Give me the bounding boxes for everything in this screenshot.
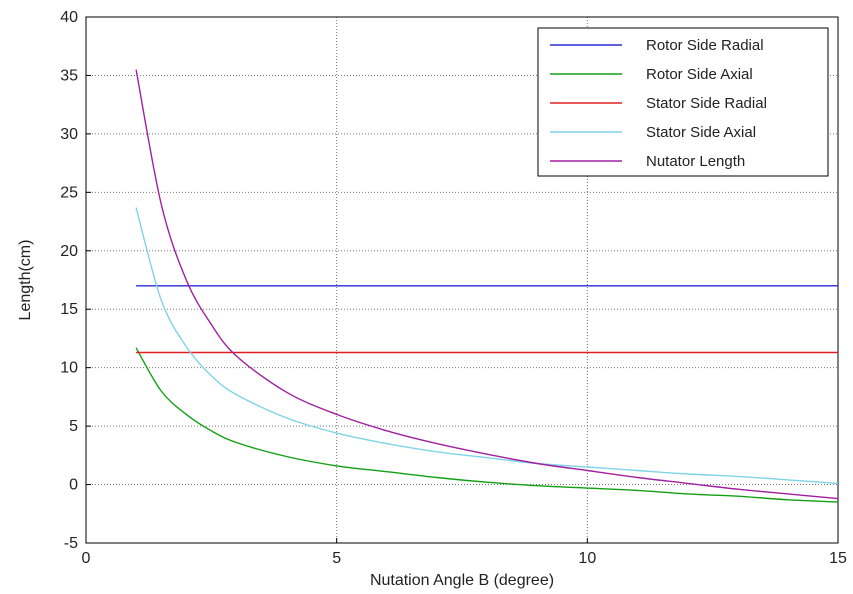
- y-tick-label: 30: [60, 126, 78, 143]
- y-tick-label: 25: [60, 184, 78, 201]
- y-axis-title: Length(cm): [17, 240, 34, 321]
- legend-label-stator-side-axial: Stator Side Axial: [646, 124, 756, 141]
- y-tick-label: 0: [69, 477, 78, 494]
- x-tick-label: 5: [332, 550, 341, 567]
- y-tick-label: 10: [60, 360, 78, 377]
- legend-label-rotor-side-radial: Rotor Side Radial: [646, 37, 764, 54]
- y-tick-label: 35: [60, 67, 78, 84]
- y-tick-label: 5: [69, 418, 78, 435]
- series-line-rotor-side-axial: [135, 347, 839, 503]
- legend-label-stator-side-radial: Stator Side Radial: [646, 95, 767, 112]
- x-tick-label: 15: [829, 550, 847, 567]
- y-tick-label: 15: [60, 301, 78, 318]
- series-line-stator-side-axial: [135, 207, 839, 485]
- legend-box: [537, 27, 829, 177]
- x-axis-title: Nutation Angle B (degree): [370, 572, 554, 589]
- legend-label-nutator-length: Nutator Length: [646, 153, 745, 170]
- y-tick-label: 20: [60, 243, 78, 260]
- series-line-nutator-length: [135, 69, 839, 500]
- plot-area-frame: [85, 16, 839, 544]
- legend: Rotor Side Radial Rotor Side Axial Stator …: [537, 27, 829, 177]
- x-tick-label: 10: [578, 550, 596, 567]
- series-lines: [135, 69, 839, 503]
- x-tick-label: 0: [82, 550, 91, 567]
- y-tick-label: -5: [64, 535, 78, 552]
- y-tick-label: 40: [60, 9, 78, 26]
- legend-label-rotor-side-axial: Rotor Side Axial: [646, 66, 753, 83]
